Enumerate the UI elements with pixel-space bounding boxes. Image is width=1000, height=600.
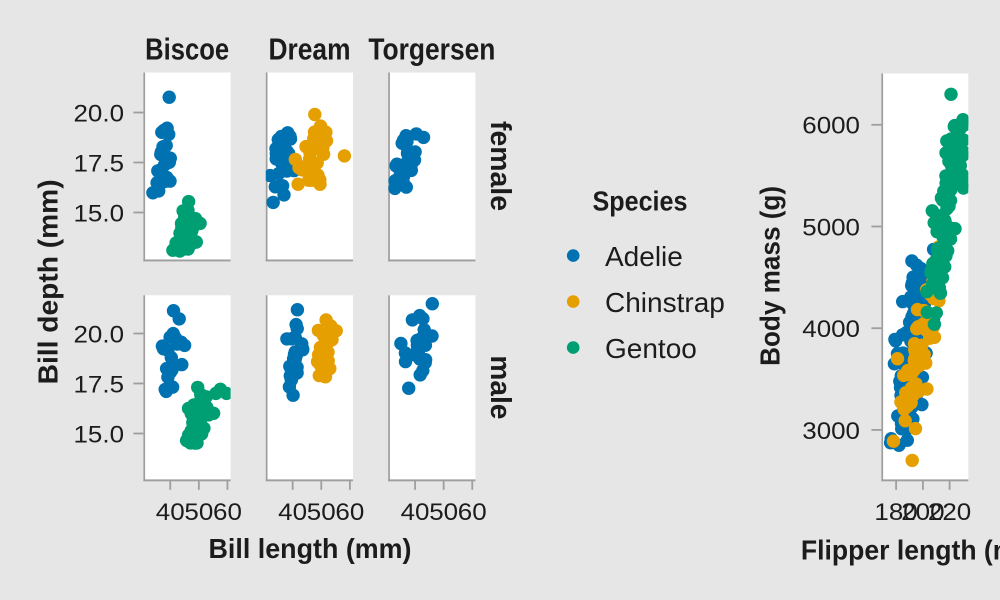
svg-text:40: 40: [278, 499, 307, 526]
svg-text:17.5: 17.5: [74, 371, 125, 398]
svg-text:5000: 5000: [802, 214, 860, 241]
svg-text:4000: 4000: [802, 316, 860, 343]
svg-text:Species: Species: [593, 186, 688, 217]
svg-text:Bill depth (mm): Bill depth (mm): [33, 179, 64, 384]
svg-text:Gentoo: Gentoo: [605, 333, 697, 364]
svg-text:50: 50: [184, 499, 213, 526]
svg-text:20.0: 20.0: [74, 321, 125, 348]
svg-text:Bill length (mm): Bill length (mm): [209, 533, 412, 564]
svg-text:17.5: 17.5: [74, 150, 125, 177]
svg-text:50: 50: [429, 499, 458, 526]
svg-text:180: 180: [874, 499, 917, 526]
svg-text:6000: 6000: [802, 113, 860, 140]
svg-text:15.0: 15.0: [74, 421, 125, 448]
svg-text:Adelie: Adelie: [605, 241, 683, 272]
svg-text:15.0: 15.0: [74, 200, 125, 227]
svg-text:50: 50: [307, 499, 336, 526]
svg-text:Flipper length (mm): Flipper length (mm): [801, 535, 1000, 566]
svg-text:Body mass (g): Body mass (g): [755, 186, 786, 366]
svg-text:20.0: 20.0: [74, 100, 125, 127]
svg-text:40: 40: [401, 499, 430, 526]
svg-text:Torgersen: Torgersen: [368, 32, 495, 67]
svg-text:60: 60: [458, 499, 487, 526]
svg-text:Dream: Dream: [269, 32, 351, 67]
svg-text:60: 60: [213, 499, 242, 526]
svg-text:Biscoe: Biscoe: [145, 32, 229, 67]
svg-text:Chinstrap: Chinstrap: [605, 287, 725, 318]
svg-text:60: 60: [335, 499, 364, 526]
svg-text:male: male: [484, 355, 516, 419]
svg-text:220: 220: [928, 499, 971, 526]
svg-text:40: 40: [156, 499, 185, 526]
svg-text:200: 200: [901, 499, 944, 526]
svg-text:3000: 3000: [802, 418, 860, 445]
svg-text:female: female: [484, 121, 516, 211]
